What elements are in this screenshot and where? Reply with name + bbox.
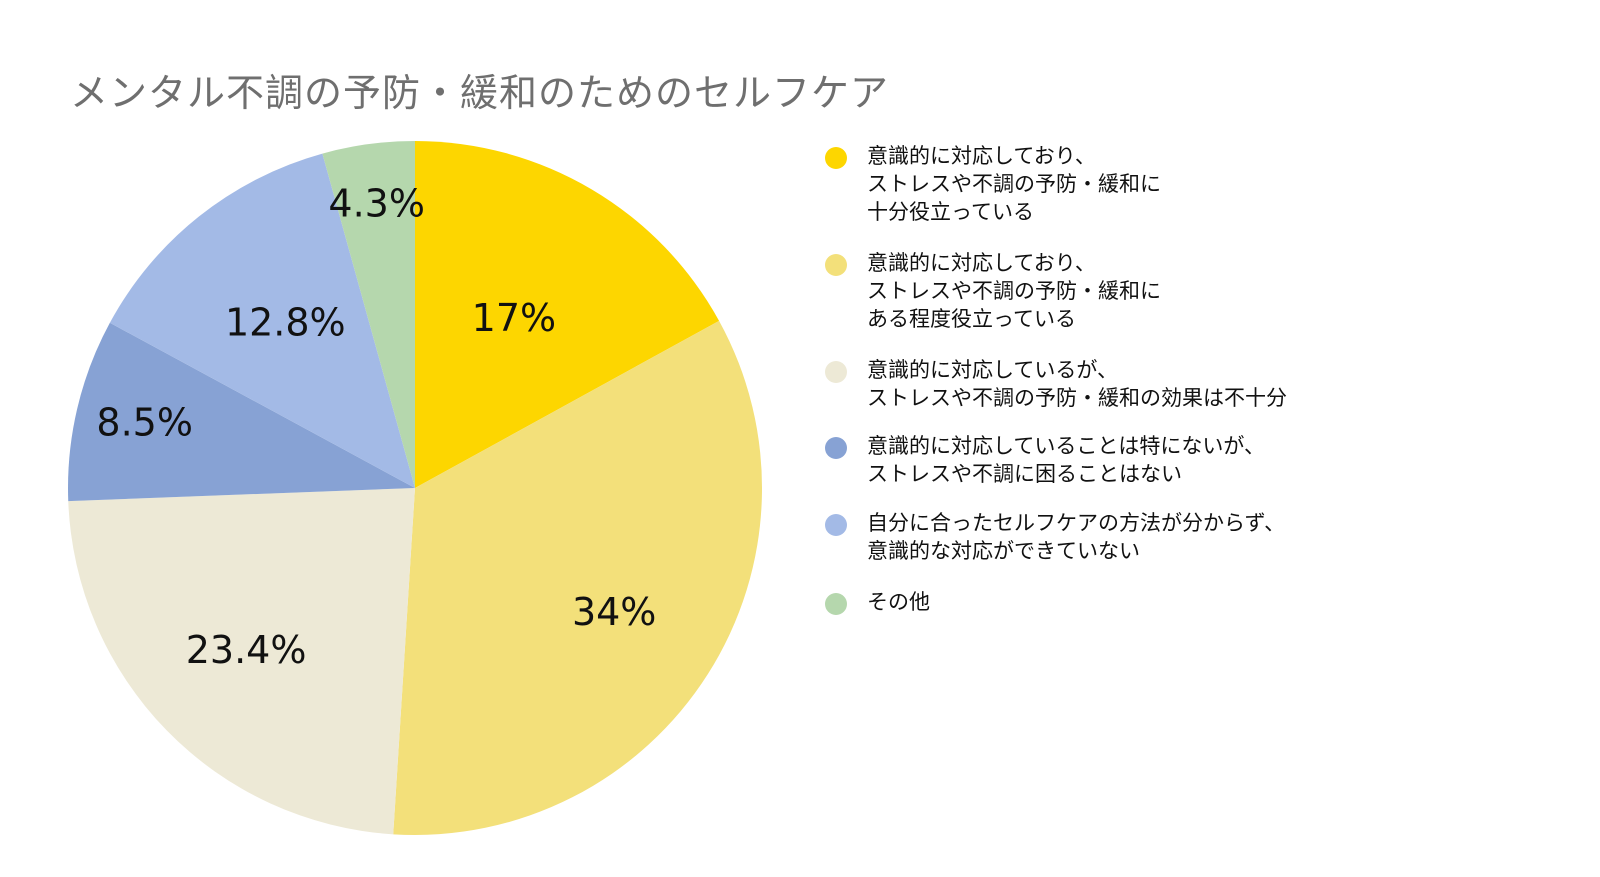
- legend-item-6: その他: [825, 588, 930, 616]
- legend-line: ストレスや不調の予防・緩和に: [867, 279, 1161, 303]
- legend-item-3: 意識的に対応しているが、ストレスや不調の予防・緩和の効果は不十分: [825, 356, 1287, 412]
- pie-slice-4: [68, 322, 415, 502]
- legend-line: 意識的に対応していることは特にないが、: [867, 434, 1265, 458]
- legend-line: 意識的に対応しており、: [867, 144, 1096, 168]
- chart-title: メンタル不調の予防・緩和のためのセルフケア: [70, 71, 890, 115]
- legend-line: ストレスや不調の予防・緩和の効果は不十分: [867, 386, 1287, 410]
- legend-swatch-4: [825, 437, 847, 459]
- legend-text-5: 自分に合ったセルフケアの方法が分からず、 意識的な対応ができていない: [867, 509, 1285, 565]
- slice-label-3: 23.4%: [186, 628, 307, 672]
- legend-swatch-2: [825, 254, 847, 276]
- legend-swatch-6: [825, 593, 847, 615]
- pie-slice-5: [109, 153, 415, 488]
- legend-line: ストレスや不調に困ることはない: [867, 462, 1182, 486]
- legend-item-2: 意識的に対応しており、ストレスや不調の予防・緩和に ある程度役立っている: [825, 249, 1161, 333]
- legend-line: 自分に合ったセルフケアの方法が分からず、: [867, 511, 1286, 535]
- legend-swatch-3: [825, 361, 847, 383]
- pie-chart: 17% 34% 23.4% 8.5% 12.8% 4.3%: [68, 141, 763, 836]
- slice-label-6: 4.3%: [328, 182, 425, 226]
- legend-line: 十分役立っている: [867, 200, 1034, 224]
- legend-swatch-1: [825, 147, 847, 169]
- legend-swatch-5: [825, 514, 847, 536]
- legend-line: ある程度役立っている: [867, 307, 1076, 331]
- legend-text-6: その他: [867, 588, 930, 616]
- slice-label-1: 17%: [472, 296, 556, 340]
- legend-text-4: 意識的に対応していることは特にないが、 ストレスや不調に困ることはない: [867, 432, 1265, 488]
- legend-line: 意識的な対応ができていない: [867, 539, 1140, 563]
- legend-text-3: 意識的に対応しているが、ストレスや不調の予防・緩和の効果は不十分: [867, 356, 1287, 412]
- slice-label-5: 12.8%: [225, 301, 346, 345]
- pie-slice-1: [415, 141, 720, 488]
- legend-item-5: 自分に合ったセルフケアの方法が分からず、 意識的な対応ができていない: [825, 509, 1285, 565]
- legend-text-2: 意識的に対応しており、ストレスや不調の予防・緩和に ある程度役立っている: [867, 249, 1161, 333]
- slice-label-2: 34%: [572, 590, 656, 634]
- legend-item-4: 意識的に対応していることは特にないが、 ストレスや不調に困ることはない: [825, 432, 1265, 488]
- pie-slice-labels: 17% 34% 23.4% 8.5% 12.8% 4.3%: [96, 182, 656, 673]
- legend-line: その他: [867, 590, 930, 614]
- legend-line: 意識的に対応しており、: [867, 251, 1096, 275]
- pie-slices: [68, 141, 763, 836]
- legend-item-1: 意識的に対応しており、ストレスや不調の予防・緩和に 十分役立っている: [825, 142, 1161, 226]
- pie-slice-6: [322, 141, 415, 488]
- pie-slice-2: [393, 320, 763, 836]
- slice-label-4: 8.5%: [96, 400, 193, 444]
- pie-slice-3: [68, 488, 415, 835]
- legend-line: ストレスや不調の予防・緩和に: [867, 172, 1161, 196]
- legend-text-1: 意識的に対応しており、ストレスや不調の予防・緩和に 十分役立っている: [867, 142, 1161, 226]
- legend-line: 意識的に対応しているが、: [867, 358, 1118, 382]
